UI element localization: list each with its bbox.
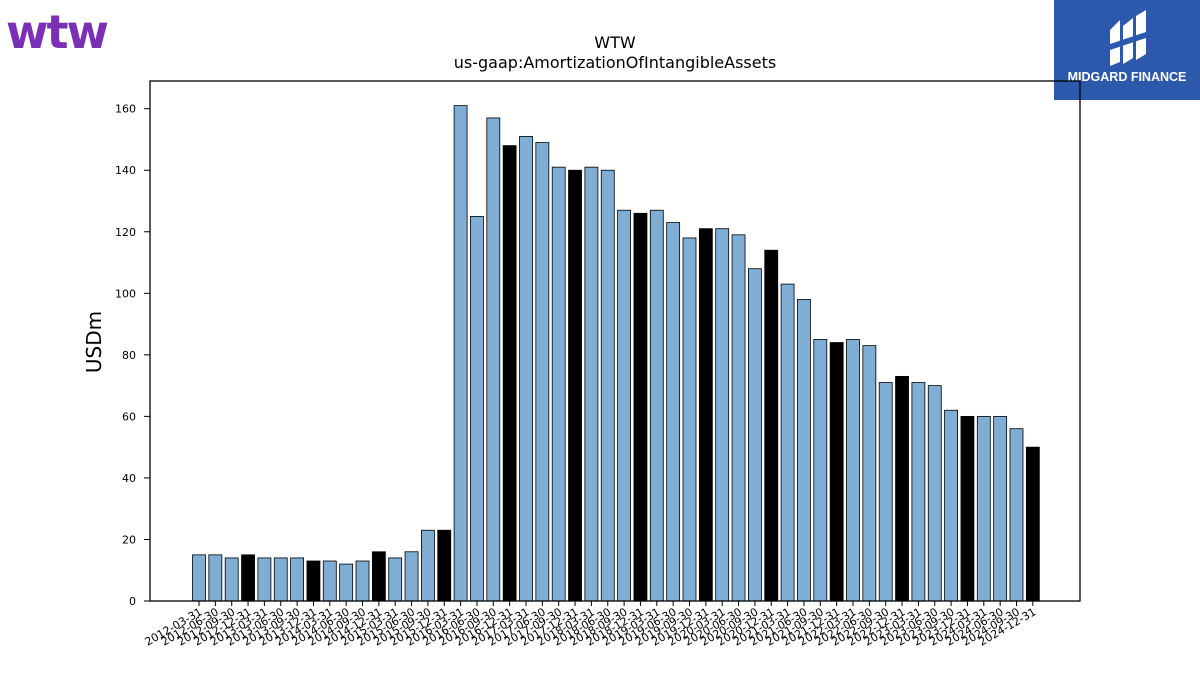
bars-group [192, 105, 1040, 602]
bar-2014-03-31 [322, 560, 337, 602]
bar-2014-09-30 [355, 560, 370, 602]
bar-2014-12-31 [371, 551, 386, 602]
partner-logo: MIDGARD FINANCE [1054, 0, 1200, 100]
bar-2016-03-31 [453, 105, 468, 602]
bar-2019-06-30 [666, 222, 681, 602]
partner-name: MIDGARD FINANCE [1067, 70, 1187, 84]
bar-2022-06-30 [862, 345, 877, 602]
bar-2018-03-31 [584, 166, 599, 602]
bar-2012-09-30 [224, 557, 239, 602]
bar-2020-03-31 [715, 228, 730, 602]
bar-2020-06-30 [731, 234, 746, 602]
y-tick-label: 120 [115, 226, 136, 239]
bar-2015-03-31 [388, 557, 403, 602]
y-tick-label: 0 [129, 595, 136, 608]
bar-2020-12-31 [764, 249, 779, 602]
chart-title: WTW [594, 33, 636, 52]
x-axis-ticks: 2012-03-312012-06-302012-09-302012-12-31… [143, 601, 1038, 649]
bar-2018-09-30 [617, 209, 631, 602]
bar-2017-12-31 [568, 169, 582, 602]
bar-2017-06-30 [535, 142, 550, 602]
bar-2024-09-30 [1009, 428, 1024, 602]
partner-emblem-icon [1110, 10, 1146, 66]
bar-2021-09-30 [813, 339, 828, 602]
bar-2018-06-30 [600, 169, 615, 602]
bar-2024-12-31 [1025, 446, 1040, 602]
y-tick-label: 100 [115, 287, 136, 300]
bar-2019-12-31 [698, 228, 713, 602]
chart-subtitle: us-gaap:AmortizationOfIntangibleAssets [454, 53, 776, 72]
bar-2023-09-30 [944, 409, 958, 602]
bar-2018-12-31 [633, 212, 648, 602]
bar-2014-06-30 [339, 563, 354, 602]
y-axis-label: USDm [82, 311, 106, 373]
y-tick-label: 20 [122, 533, 136, 546]
bar-2012-03-31 [192, 554, 206, 602]
bar-2015-06-30 [404, 551, 419, 602]
bar-2012-06-30 [208, 554, 223, 602]
bar-2023-03-31 [911, 382, 926, 602]
bar-2016-12-31 [502, 145, 517, 602]
bar-2015-12-31 [437, 529, 452, 602]
bar-2024-03-31 [976, 415, 991, 602]
bar-2021-12-31 [829, 342, 844, 602]
bar-2021-06-30 [797, 299, 811, 602]
plot-frame [149, 80, 1081, 602]
bar-2023-06-30 [927, 385, 942, 602]
bar-2016-09-30 [486, 117, 501, 602]
bar-2019-09-30 [682, 237, 697, 602]
bar-2022-09-30 [878, 382, 893, 602]
bar-2013-12-31 [306, 560, 321, 602]
bar-2015-09-30 [420, 529, 435, 602]
bar-2013-09-30 [290, 557, 305, 602]
bar-2020-09-30 [748, 268, 762, 602]
y-tick-label: 80 [122, 349, 136, 362]
bar-2021-03-31 [780, 283, 795, 602]
bar-2013-06-30 [273, 557, 288, 602]
bar-2019-03-31 [649, 209, 664, 602]
bar-2017-03-31 [519, 135, 533, 602]
y-tick-label: 40 [122, 472, 136, 485]
y-tick-label: 60 [122, 410, 136, 423]
bar-2023-12-31 [960, 415, 975, 602]
brand-logo: wtw [6, 5, 109, 59]
bar-2012-12-31 [241, 554, 255, 602]
bar-2022-12-31 [895, 375, 909, 602]
bar-2016-06-30 [470, 215, 484, 602]
y-tick-label: 140 [115, 164, 136, 177]
bar-2013-03-31 [257, 557, 272, 602]
y-axis-ticks: 0 20 40 60 80 100 120 140 160 [115, 103, 150, 608]
bar-2022-03-31 [846, 339, 860, 602]
y-tick-label: 160 [115, 103, 136, 116]
bar-2017-09-30 [551, 166, 566, 602]
bar-2024-06-30 [993, 415, 1008, 602]
